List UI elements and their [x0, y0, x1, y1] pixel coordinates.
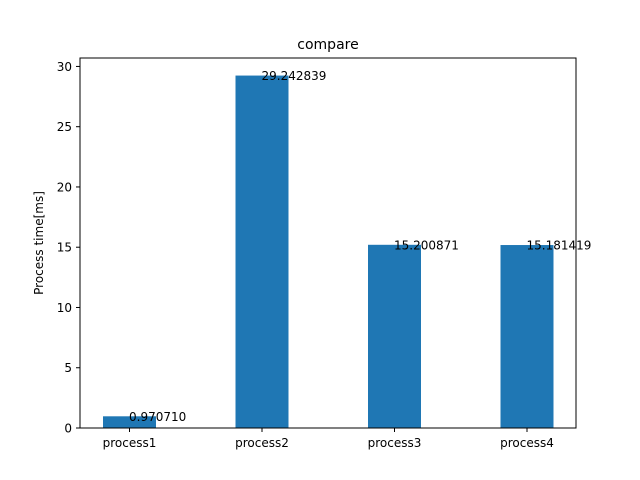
data-label-process1: 0.970710 [129, 410, 186, 424]
bar-process2 [235, 75, 289, 428]
bar-process3 [368, 244, 421, 428]
data-labels-group: 0.970710 29.242839 15.200871 15.181419 [129, 69, 591, 424]
data-label-process2: 29.242839 [262, 69, 327, 83]
bars-group [103, 75, 554, 428]
y-axis: 0 5 10 15 20 25 30 [57, 60, 80, 436]
data-label-process4: 15.181419 [527, 239, 592, 253]
y-axis-label: Process time[ms] [32, 191, 46, 295]
y-tick-label: 5 [64, 361, 72, 375]
y-tick-label: 15 [57, 241, 72, 255]
y-tick-label: 30 [57, 60, 72, 74]
x-tick-label: process3 [368, 436, 422, 450]
x-tick-label: process2 [235, 436, 289, 450]
x-tick-label: process1 [103, 436, 157, 450]
y-tick-label: 0 [64, 422, 72, 436]
y-tick-label: 25 [57, 120, 72, 134]
x-axis: process1 process2 process3 process4 [103, 428, 554, 450]
chart-title: compare [297, 37, 358, 53]
bar-process4 [500, 245, 554, 428]
x-tick-label: process4 [500, 436, 554, 450]
y-tick-label: 10 [57, 301, 72, 315]
bar-process1 [103, 416, 156, 428]
y-tick-label: 20 [57, 180, 72, 194]
plot-frame [79, 57, 577, 429]
data-label-process3: 15.200871 [394, 238, 459, 252]
